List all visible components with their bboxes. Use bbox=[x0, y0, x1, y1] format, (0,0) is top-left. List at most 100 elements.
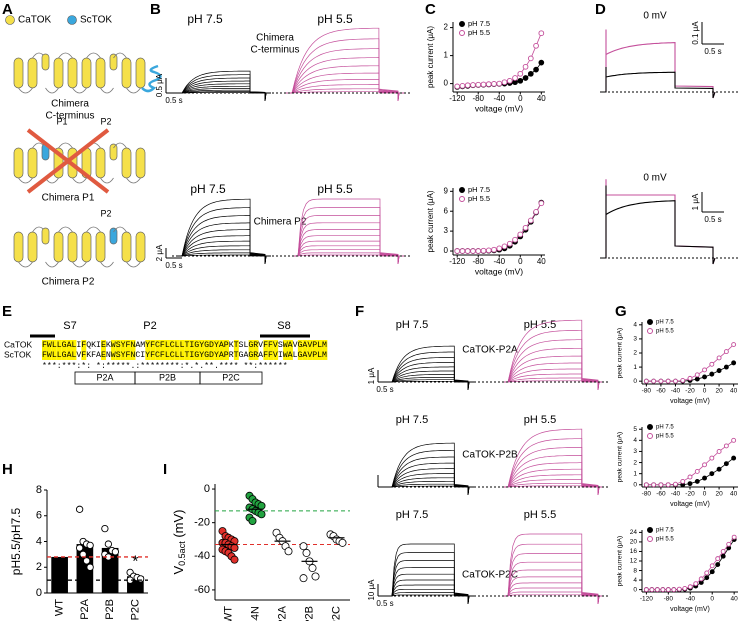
label: Chimera P2 bbox=[42, 277, 95, 288]
x-axis-title: voltage (mV) bbox=[475, 103, 523, 113]
legend-marker bbox=[647, 433, 653, 439]
x-tick-label: -60 bbox=[656, 388, 666, 395]
data-point bbox=[454, 248, 461, 254]
y-tick-label: 4 bbox=[633, 577, 637, 584]
x-tick-label: -20 bbox=[685, 388, 695, 395]
helix bbox=[121, 231, 132, 263]
panel-label: C bbox=[425, 1, 436, 18]
helix bbox=[135, 57, 146, 89]
loop bbox=[18, 87, 33, 94]
data-point bbox=[480, 81, 487, 88]
label: pH 5.5 bbox=[317, 182, 353, 196]
series-line bbox=[457, 203, 542, 252]
current-trace bbox=[386, 485, 474, 496]
data-point bbox=[709, 563, 715, 569]
data-point bbox=[512, 236, 518, 243]
legend-marker bbox=[647, 319, 653, 325]
label: C-terminus bbox=[251, 45, 300, 56]
label: S7 bbox=[63, 320, 76, 332]
current-trace bbox=[286, 78, 404, 102]
legend-marker bbox=[647, 536, 653, 542]
loop bbox=[100, 261, 114, 268]
legend-label: pH 5.5 bbox=[656, 537, 674, 543]
data-point bbox=[702, 367, 707, 373]
data-point bbox=[723, 461, 729, 467]
data-point bbox=[230, 543, 239, 552]
data-point bbox=[716, 466, 722, 472]
current-trace bbox=[502, 428, 604, 496]
legend-label: pH 7.5 bbox=[656, 528, 674, 534]
highlight bbox=[219, 340, 225, 360]
loop bbox=[126, 87, 141, 94]
highlight bbox=[130, 340, 136, 360]
highlight bbox=[283, 340, 288, 360]
current-trace bbox=[502, 485, 604, 496]
x-tick-label: H144N bbox=[249, 606, 261, 621]
y-tick-label: 0 bbox=[36, 587, 42, 599]
highlight bbox=[268, 340, 274, 360]
legend-label: pH 7.5 bbox=[468, 19, 490, 28]
data-point bbox=[82, 557, 91, 565]
current-trace bbox=[292, 229, 404, 265]
label: C-terminus bbox=[46, 111, 95, 122]
data-point bbox=[704, 570, 710, 576]
helix bbox=[13, 147, 24, 179]
label: pH 5.5 bbox=[317, 12, 353, 26]
current-trace bbox=[286, 84, 404, 102]
current-trace bbox=[502, 569, 604, 605]
data-point bbox=[673, 481, 678, 487]
highlight bbox=[214, 340, 220, 360]
loop bbox=[100, 177, 114, 184]
data-point bbox=[651, 482, 657, 488]
loop bbox=[18, 261, 33, 268]
helix bbox=[53, 57, 64, 89]
current-trace bbox=[386, 584, 474, 605]
loop bbox=[113, 142, 127, 149]
data-point bbox=[709, 471, 715, 477]
x-tick-label: P2B bbox=[104, 599, 116, 620]
label: pH 7.5 bbox=[396, 509, 428, 521]
current-trace bbox=[176, 92, 271, 102]
helix bbox=[135, 231, 146, 263]
label: S8 bbox=[277, 320, 290, 332]
data-point bbox=[709, 455, 715, 461]
data-point bbox=[136, 575, 145, 583]
current-trace bbox=[386, 462, 474, 496]
helix bbox=[27, 147, 38, 179]
helix bbox=[95, 147, 106, 179]
x-tick-label: -40 bbox=[671, 388, 681, 395]
highlight bbox=[322, 340, 328, 360]
data-point bbox=[527, 55, 534, 62]
highlight bbox=[150, 340, 156, 360]
data-point bbox=[731, 342, 737, 347]
data-point bbox=[665, 482, 671, 488]
loop bbox=[58, 52, 73, 59]
y-tick-label: 9 bbox=[444, 186, 449, 195]
current-trace bbox=[386, 468, 474, 496]
y-tick-label: 6 bbox=[444, 206, 449, 215]
label: CaTOK bbox=[18, 15, 51, 26]
current-trace bbox=[502, 587, 604, 605]
data-point bbox=[658, 482, 664, 488]
data-point bbox=[496, 245, 503, 252]
loop bbox=[58, 226, 73, 233]
current-trace bbox=[502, 319, 604, 391]
current-trace bbox=[176, 70, 271, 102]
x-tick-label: 40 bbox=[537, 94, 546, 103]
label: 0.5 s bbox=[704, 47, 721, 56]
label: Chimera P2 bbox=[254, 217, 307, 228]
highlight bbox=[317, 340, 323, 360]
current-trace bbox=[286, 91, 404, 102]
current-trace bbox=[286, 27, 404, 102]
data-point bbox=[665, 587, 671, 593]
data-point bbox=[522, 224, 529, 231]
current-trace bbox=[502, 462, 604, 496]
data-point bbox=[538, 200, 545, 207]
current-trace bbox=[502, 479, 604, 496]
current-trace bbox=[502, 347, 604, 391]
data-point bbox=[506, 77, 513, 84]
data-point bbox=[501, 79, 508, 86]
data-point bbox=[715, 562, 721, 568]
data-point bbox=[496, 80, 503, 87]
loop bbox=[86, 52, 101, 59]
